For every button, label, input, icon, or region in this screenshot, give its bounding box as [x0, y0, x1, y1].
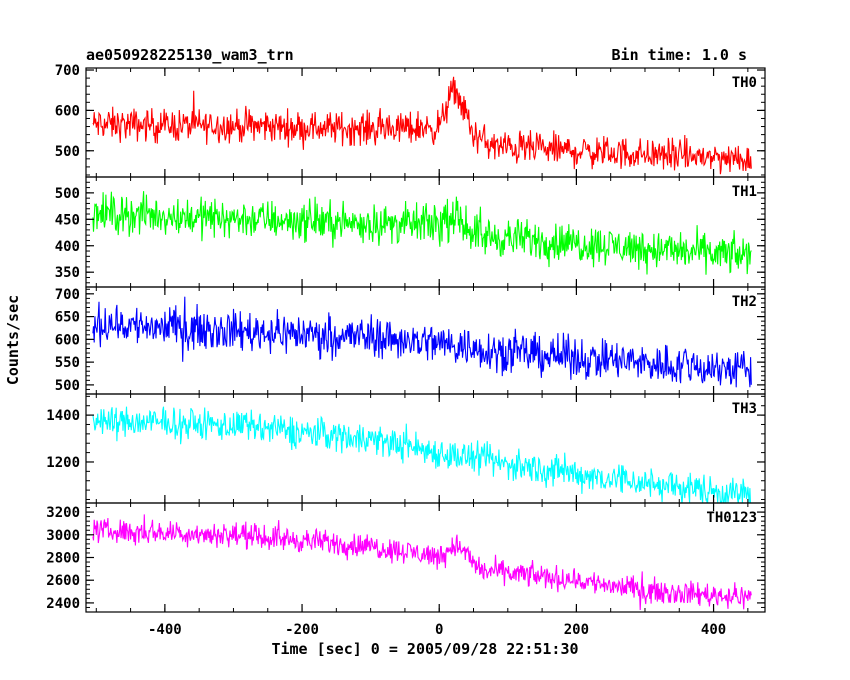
series-th0 [92, 76, 752, 175]
y-tick-label: 650 [55, 310, 80, 326]
y-tick-label: 3200 [46, 505, 80, 521]
x-tick-label: -200 [285, 622, 319, 638]
y-tick-label: 600 [55, 332, 80, 348]
x-tick-label: -400 [148, 622, 182, 638]
y-tick-label: 3000 [46, 528, 80, 544]
panel-frame [85, 176, 766, 288]
y-tick-label: 500 [55, 144, 80, 160]
panel-th1: 350 400 450 500 TH1 [55, 176, 766, 288]
panel-th3: 1200 1400 TH3 [46, 393, 766, 504]
panel-th0123: 2400 2600 2800 3000 3200 TH0123 [46, 502, 766, 613]
y-tick-label: 500 [55, 378, 80, 394]
panel-label: TH0 [732, 75, 757, 91]
x-tick-label: 0 [435, 622, 443, 638]
y-tick-label: 2800 [46, 551, 80, 567]
y-tick-label: 2400 [46, 596, 80, 612]
y-tick-label: 350 [55, 265, 80, 281]
y-tick-label: 1400 [46, 408, 80, 424]
panel-label: TH3 [732, 401, 757, 417]
panel-label: TH0123 [706, 510, 757, 526]
y-tick-label: 1200 [46, 455, 80, 471]
bin-time-label: Bin time: 1.0 s [612, 46, 747, 64]
y-tick-label: 600 [55, 103, 80, 119]
panel-th0: 500 600 700 TH0 [55, 63, 766, 178]
y-tick-label: 700 [55, 287, 80, 303]
y-tick-label: 700 [55, 63, 80, 79]
chart-title: ae050928225130_wam3_trn [86, 46, 294, 64]
panels-group: 500 600 700 TH0 350 400 450 500 TH1 500 550 600 650 7… [46, 63, 766, 613]
x-axis: -400 -200 0 200 400 [148, 622, 726, 638]
x-tick-label: 400 [701, 622, 726, 638]
x-axis-label: Time [sec] 0 = 2005/09/28 22:51:30 [271, 640, 578, 658]
y-tick-label: 450 [55, 212, 80, 228]
y-tick-label: 550 [55, 355, 80, 371]
series-th3 [92, 406, 752, 503]
panel-th2: 500 550 600 650 700 TH2 [55, 286, 766, 395]
series-th1 [92, 191, 752, 275]
y-tick-label: 400 [55, 239, 80, 255]
y-tick-label: 500 [55, 186, 80, 202]
y-tick-label: 2600 [46, 573, 80, 589]
y-axis-label: Counts/sec [4, 295, 22, 385]
x-tick-label: 200 [564, 622, 589, 638]
panel-label: TH2 [732, 294, 757, 310]
panel-label: TH1 [732, 184, 757, 200]
series-th2 [92, 296, 752, 388]
series-th0123 [92, 514, 752, 611]
